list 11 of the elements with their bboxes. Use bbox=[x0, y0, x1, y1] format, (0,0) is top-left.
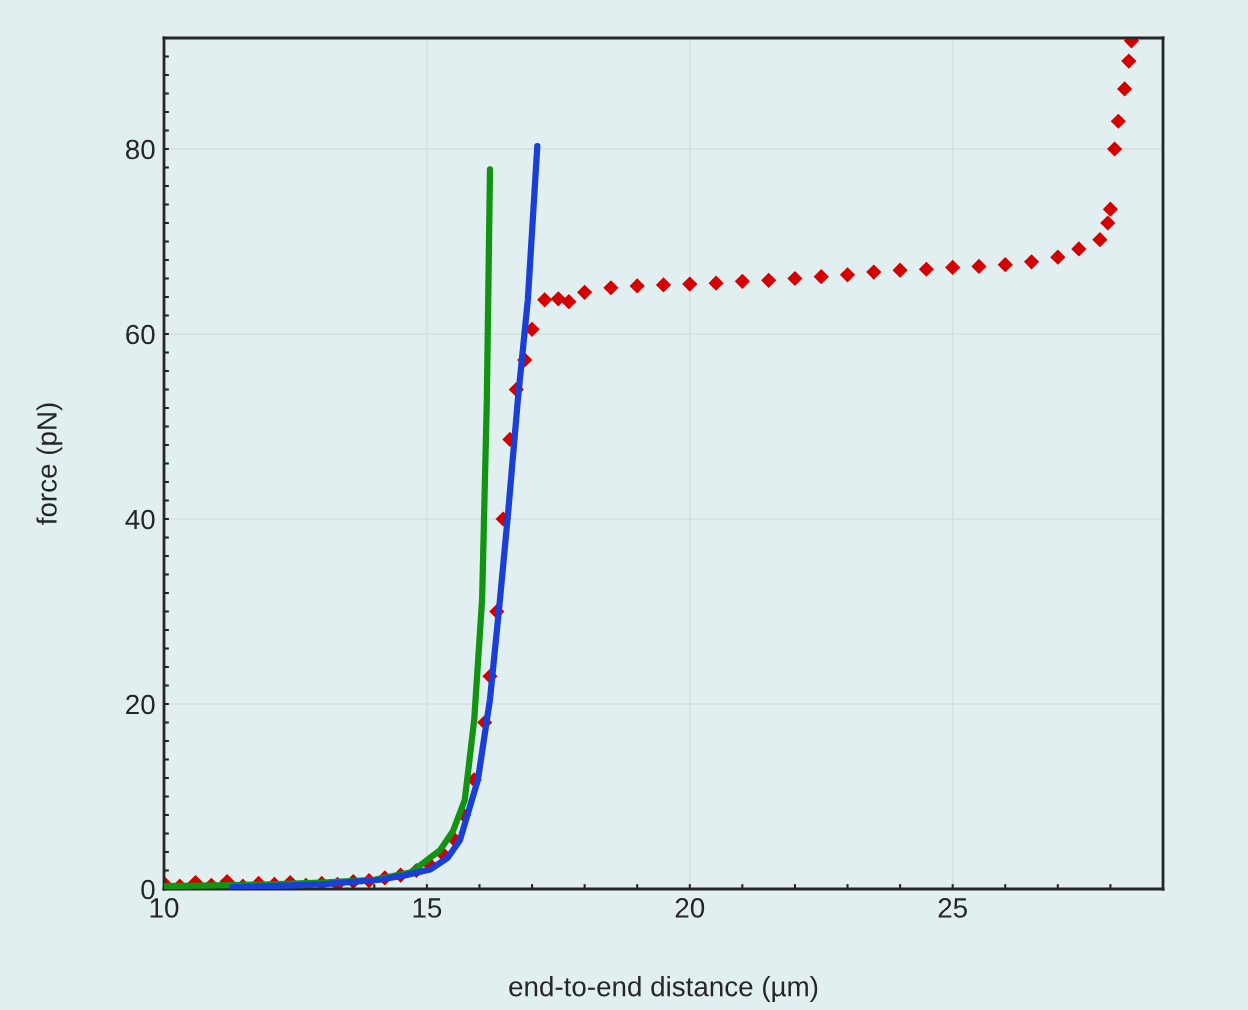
x-tick-label: 10 bbox=[150, 898, 179, 918]
y-tick-label: 0 bbox=[141, 879, 155, 900]
x-tick-label: 25 bbox=[938, 898, 967, 918]
y-axis-title: force (pN) bbox=[36, 403, 63, 525]
x-tick-label: 15 bbox=[413, 898, 442, 918]
y-tick-label: 20 bbox=[126, 694, 155, 715]
y-tick-label: 80 bbox=[125, 139, 155, 160]
x-tick-label: 20 bbox=[675, 898, 705, 918]
x-axis-title: end-to-end distance (µm) bbox=[509, 976, 818, 1002]
y-tick-label: 60 bbox=[126, 324, 155, 345]
y-tick-label: 40 bbox=[125, 509, 155, 530]
